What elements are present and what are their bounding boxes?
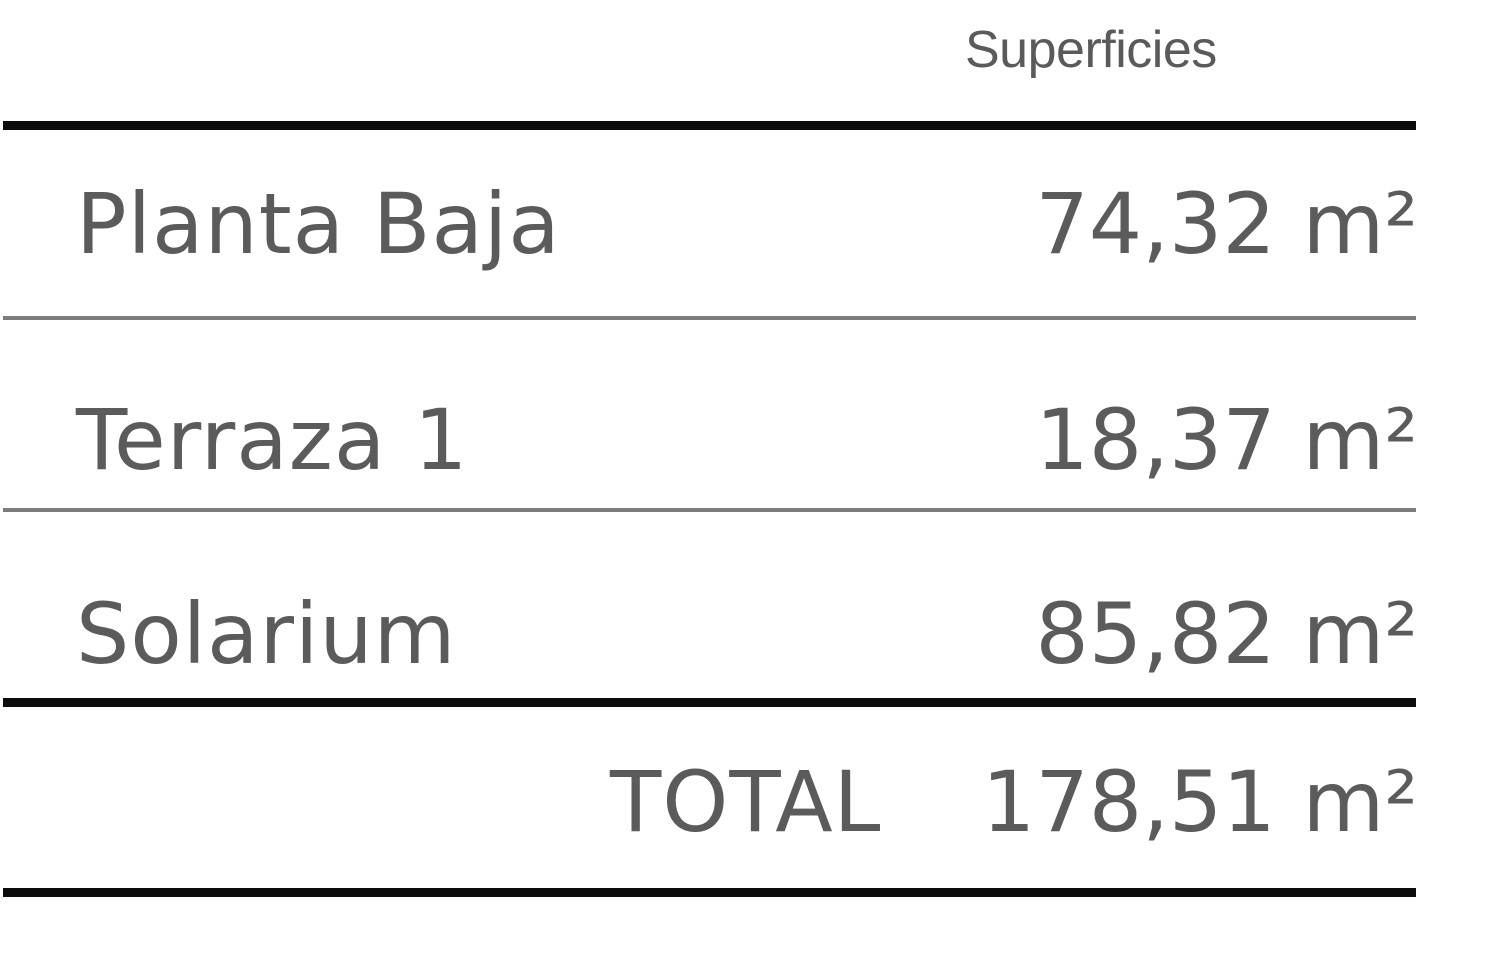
column-header-superficies: Superficies [965, 21, 1217, 79]
divider-before-total [3, 698, 1416, 707]
total-value: 178,51 m² [981, 753, 1418, 851]
row-label-solarium: Solarium [76, 585, 457, 683]
row-value-planta-baja: 74,32 m² [1035, 175, 1418, 273]
row-label-planta-baja: Planta Baja [76, 175, 561, 273]
divider-row-2 [3, 508, 1416, 512]
divider-row-1 [3, 316, 1416, 320]
row-label-terraza-1: Terraza 1 [76, 391, 469, 489]
divider-bottom [3, 888, 1416, 897]
row-value-solarium: 85,82 m² [1035, 585, 1418, 683]
total-label: TOTAL [610, 753, 882, 851]
divider-top [3, 121, 1416, 130]
row-value-terraza-1: 18,37 m² [1035, 391, 1418, 489]
